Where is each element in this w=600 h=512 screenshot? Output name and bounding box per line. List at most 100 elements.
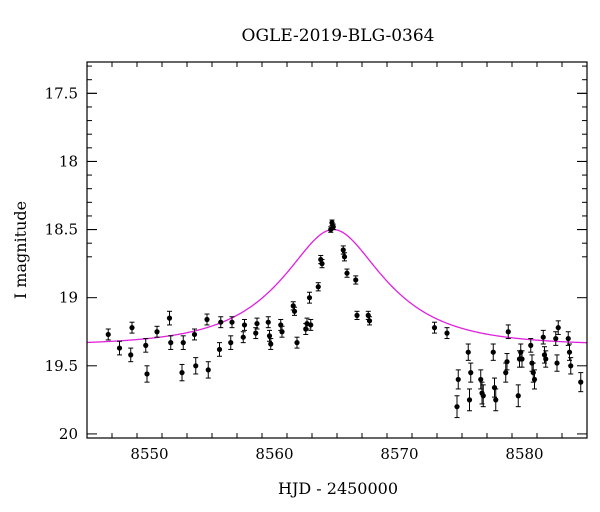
- point-marker: [431, 325, 438, 331]
- data-point: [179, 363, 185, 382]
- point-marker: [266, 333, 273, 339]
- data-point: [341, 252, 348, 262]
- data-point: [555, 320, 561, 335]
- data-point: [291, 306, 298, 316]
- point-marker: [554, 360, 560, 366]
- data-point: [466, 388, 473, 412]
- point-marker: [154, 329, 160, 335]
- point-marker: [191, 331, 198, 338]
- point-marker: [254, 320, 260, 327]
- point-marker: [530, 370, 536, 376]
- x-tick-label: 8580: [505, 445, 543, 463]
- data-point: [568, 357, 574, 375]
- point-marker: [180, 340, 186, 346]
- point-marker: [503, 370, 509, 376]
- point-marker: [143, 342, 149, 348]
- point-marker: [444, 330, 450, 336]
- data-point: [319, 259, 325, 269]
- point-marker: [128, 352, 134, 358]
- point-marker: [240, 334, 246, 340]
- data-point: [543, 350, 549, 368]
- data-point: [154, 325, 160, 338]
- point-marker: [105, 331, 111, 338]
- data-point: [491, 377, 498, 398]
- point-marker: [341, 254, 348, 260]
- data-point: [193, 357, 199, 375]
- point-marker: [505, 329, 511, 335]
- data-point: [268, 338, 274, 350]
- point-marker: [116, 345, 123, 351]
- data-point: [116, 340, 123, 356]
- data-point: [503, 362, 509, 383]
- point-marker: [466, 397, 473, 403]
- point-marker: [306, 295, 313, 301]
- point-marker: [478, 376, 484, 383]
- point-marker: [490, 349, 496, 355]
- point-marker: [205, 367, 211, 373]
- data-point: [505, 324, 511, 340]
- data-point: [315, 282, 321, 292]
- point-marker: [455, 376, 461, 383]
- data-point: [578, 372, 584, 393]
- y-axis-label: I magnitude: [11, 201, 30, 299]
- data-point: [444, 327, 450, 340]
- point-marker: [294, 340, 300, 346]
- data-point: [554, 354, 560, 372]
- y-tick-label: 19: [59, 289, 78, 307]
- data-point: [366, 316, 373, 326]
- point-marker: [204, 316, 210, 323]
- data-point: [279, 325, 285, 338]
- point-marker: [144, 371, 150, 377]
- data-point: [531, 369, 538, 390]
- point-marker: [528, 342, 534, 348]
- point-marker: [531, 376, 538, 383]
- point-marker: [193, 363, 199, 369]
- point-marker: [468, 370, 474, 376]
- data-point: [265, 316, 271, 329]
- data-point: [454, 395, 460, 419]
- data-point: [266, 329, 273, 342]
- x-axis-label: HJD - 2450000: [278, 479, 398, 498]
- x-tick-label: 8550: [130, 445, 168, 463]
- point-marker: [315, 284, 321, 290]
- data-point: [105, 328, 111, 341]
- data-point: [204, 313, 210, 326]
- point-marker: [253, 330, 259, 336]
- point-marker: [354, 312, 360, 318]
- data-point: [241, 318, 248, 331]
- point-marker: [543, 356, 549, 362]
- data-point: [519, 350, 525, 368]
- data-point: [504, 353, 510, 371]
- point-marker: [166, 315, 173, 321]
- chart-title: OGLE-2019-BLG-0364: [242, 26, 435, 46]
- data-point: [490, 343, 496, 361]
- data-point: [465, 343, 471, 361]
- point-marker: [366, 318, 373, 324]
- point-marker: [493, 397, 499, 403]
- x-tick-label: 8560: [255, 445, 293, 463]
- data-point: [479, 381, 485, 405]
- data-point: [344, 268, 350, 278]
- point-marker: [228, 340, 234, 346]
- plot-frame: [86, 61, 588, 439]
- model-line: [86, 228, 588, 344]
- x-tick-label: 8570: [380, 445, 418, 463]
- data-point: [290, 301, 296, 311]
- point-marker: [515, 393, 521, 399]
- data-point: [129, 321, 135, 334]
- point-marker: [553, 335, 559, 342]
- point-marker: [179, 370, 185, 376]
- data-point: [455, 369, 461, 390]
- point-marker: [454, 404, 460, 410]
- point-marker: [344, 270, 350, 276]
- data-point: [353, 275, 359, 285]
- data-point: [240, 331, 246, 344]
- point-marker: [241, 322, 248, 328]
- data-point: [468, 362, 474, 383]
- data-point: [143, 338, 149, 353]
- tick-labels: 8550 8560 8570 8580 17.5 18 18.5 19 19.5 20: [45, 84, 544, 463]
- data-point: [493, 388, 499, 412]
- point-marker: [129, 325, 135, 331]
- data-point: [144, 365, 150, 383]
